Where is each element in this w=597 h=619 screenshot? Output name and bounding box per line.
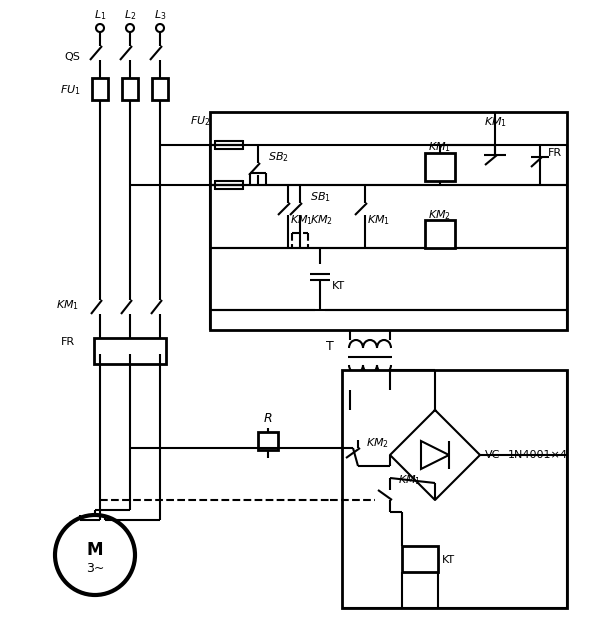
Bar <box>258 432 278 450</box>
Text: 3~: 3~ <box>86 563 104 576</box>
Text: $L_1$: $L_1$ <box>94 8 106 22</box>
Text: QS: QS <box>64 52 80 62</box>
Bar <box>122 78 138 100</box>
Bar <box>92 78 108 100</box>
Text: 1N4001×4: 1N4001×4 <box>508 450 568 460</box>
Text: $SB_1$: $SB_1$ <box>310 190 331 204</box>
Text: FR: FR <box>548 148 562 158</box>
Bar <box>425 153 455 181</box>
Text: $KM_2$: $KM_2$ <box>366 436 389 450</box>
Text: KT: KT <box>332 281 345 291</box>
Text: KT: KT <box>442 555 455 565</box>
Bar <box>402 546 438 572</box>
Text: $L_3$: $L_3$ <box>154 8 166 22</box>
Circle shape <box>156 24 164 32</box>
Text: $FU_1$: $FU_1$ <box>60 83 81 97</box>
Text: $KM_1$: $KM_1$ <box>290 213 313 227</box>
Text: $KM_1$: $KM_1$ <box>367 213 390 227</box>
Text: $KM_1$: $KM_1$ <box>398 473 421 487</box>
Text: $KM_1$: $KM_1$ <box>484 115 507 129</box>
Polygon shape <box>421 441 449 469</box>
Text: R: R <box>264 412 272 425</box>
Text: $SB_2$: $SB_2$ <box>268 150 289 164</box>
Text: FR: FR <box>61 337 75 347</box>
Circle shape <box>126 24 134 32</box>
Text: VC: VC <box>485 450 500 460</box>
Circle shape <box>55 515 135 595</box>
Text: $FU_2$: $FU_2$ <box>190 114 210 128</box>
Bar <box>152 78 168 100</box>
Bar <box>342 370 567 608</box>
Text: T: T <box>326 340 334 353</box>
Circle shape <box>96 24 104 32</box>
Text: $KM_2$: $KM_2$ <box>429 208 451 222</box>
Text: M: M <box>87 541 103 559</box>
Bar <box>94 338 166 364</box>
Bar <box>425 220 455 248</box>
Text: $KM_2$: $KM_2$ <box>310 213 333 227</box>
Bar <box>210 112 567 330</box>
Text: $KM_1$: $KM_1$ <box>57 298 79 312</box>
Text: $KM_1$: $KM_1$ <box>429 140 451 154</box>
Text: $L_2$: $L_2$ <box>124 8 136 22</box>
